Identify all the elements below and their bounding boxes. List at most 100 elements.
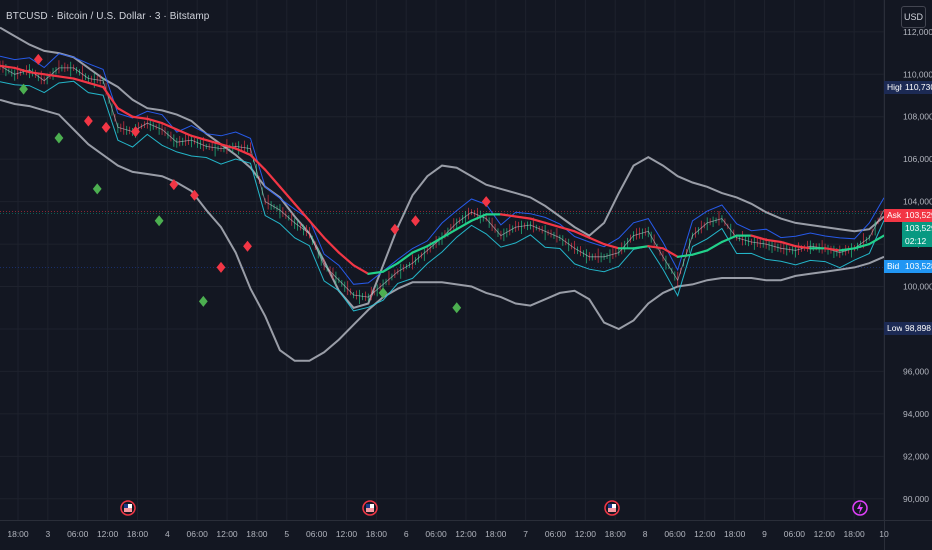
moving-average-segment	[573, 230, 591, 239]
event-markers	[120, 500, 868, 516]
inner-lower-band-line	[0, 80, 885, 312]
moving-average-segment	[352, 264, 370, 275]
moving-average-segment	[72, 77, 90, 84]
moving-average-segment	[131, 115, 149, 120]
x-tick-label: 18:00	[724, 529, 746, 539]
y-tick-label: 92,000	[903, 451, 929, 461]
high-value-tag: 110,730	[902, 81, 932, 94]
x-tick-label: 4	[165, 529, 170, 539]
x-tick-label: 18:00	[246, 529, 268, 539]
moving-average-segment	[396, 251, 414, 265]
currency-button[interactable]: USD	[901, 6, 926, 28]
x-tick-label: 18:00	[843, 529, 865, 539]
low-value-tag: 98,898	[902, 322, 932, 335]
y-tick-label: 108,000	[903, 112, 932, 122]
moving-average-segment	[691, 249, 709, 256]
moving-average-segment	[293, 202, 311, 222]
sell-signal-marker	[131, 126, 140, 138]
signal-markers	[19, 53, 491, 314]
flag-canton	[608, 504, 612, 508]
moving-average-segment	[234, 147, 252, 157]
moving-average-segment	[514, 215, 532, 220]
moving-average-segment	[249, 153, 267, 171]
buy-signal-marker	[452, 302, 462, 314]
flag-canton	[124, 504, 128, 508]
ask-value-tag: 103,529	[902, 209, 932, 222]
moving-average-segment	[823, 247, 841, 252]
moving-average-segment	[411, 245, 429, 254]
moving-average-segment	[455, 219, 473, 231]
moving-average-segment	[558, 226, 576, 233]
x-tick-label: 18:00	[485, 529, 507, 539]
chart-title: BTCUSD · Bitcoin / U.S. Dollar · 3 · Bit…	[6, 11, 210, 22]
moving-average-segment	[57, 75, 75, 80]
moving-average-segment	[381, 262, 399, 273]
x-tick-label: 18:00	[605, 529, 627, 539]
x-tick-label: 06:00	[545, 529, 567, 539]
moving-average-segment	[43, 73, 61, 78]
y-tick-label: 90,000	[903, 494, 929, 504]
x-tick-label: 18:00	[127, 529, 149, 539]
y-tick-label: 100,000	[903, 282, 932, 292]
buy-signal-marker	[54, 132, 64, 144]
moving-average-segment	[367, 270, 385, 275]
x-tick-label: 12:00	[814, 529, 836, 539]
bid-label-tag: Bid	[884, 260, 903, 273]
moving-average-segment	[28, 71, 46, 76]
moving-average-segment	[219, 143, 237, 150]
moving-average-segment	[750, 234, 768, 241]
moving-average-segment	[160, 122, 178, 131]
sell-signal-marker	[84, 115, 93, 127]
moving-average-segment	[175, 128, 193, 137]
moving-average-segment	[116, 107, 134, 118]
moving-average-segment	[676, 253, 694, 258]
moving-average-segment	[794, 245, 812, 250]
lightning-icon	[857, 502, 863, 514]
high-label-tag: High	[884, 81, 908, 94]
moving-average-segment	[146, 117, 164, 125]
y-tick-label: 112,000	[903, 27, 932, 37]
low-label-tag: Low	[884, 322, 906, 335]
moving-average-segment	[426, 236, 444, 248]
bid-value-tag: 103,528	[902, 260, 932, 273]
sell-signal-marker	[190, 189, 199, 201]
y-tick-label: 96,000	[903, 366, 929, 376]
moving-average-segment	[440, 228, 458, 239]
moving-average-segment	[632, 245, 650, 250]
moving-average	[0, 64, 886, 275]
sell-signal-marker	[33, 53, 43, 65]
moving-average-segment	[323, 236, 340, 254]
lower-band-line	[0, 98, 885, 362]
x-tick-label: 5	[284, 529, 289, 539]
x-tick-label: 12:00	[575, 529, 597, 539]
moving-average-segment	[529, 217, 547, 224]
moving-average-segment	[706, 240, 724, 252]
upper-band-line	[0, 26, 885, 309]
price-level-lines	[0, 211, 884, 268]
moving-average-segment	[278, 185, 296, 205]
moving-average-segment	[779, 240, 797, 248]
x-axis: 18:00 3 06:00 12:00 18:00 4 06:00 12:00 18:00 5 06…	[0, 520, 932, 539]
moving-average-segment	[544, 221, 561, 229]
x-tick-label: 7	[523, 529, 528, 539]
moving-average-segment	[720, 234, 738, 244]
moving-average-segment	[588, 236, 606, 246]
x-tick-label: 06:00	[425, 529, 447, 539]
x-tick-label: 18:00	[7, 529, 29, 539]
moving-average-segment	[102, 85, 119, 110]
y-tick-label: 110,000	[903, 69, 932, 79]
bar-countdown: 02:12	[902, 235, 932, 247]
x-tick-label: 12:00	[216, 529, 238, 539]
moving-average-segment	[308, 219, 326, 239]
y-tick-label: 106,000	[903, 154, 932, 164]
moving-average-segment	[13, 66, 31, 74]
x-tick-label: 06:00	[187, 529, 209, 539]
buy-signal-marker	[92, 183, 102, 195]
sell-signal-marker	[411, 215, 420, 227]
y-tick-label: 94,000	[903, 409, 929, 419]
moving-average-segment	[602, 242, 620, 250]
x-tick-label: 18:00	[366, 529, 388, 539]
sell-signal-marker	[390, 223, 400, 235]
chart-grid	[0, 0, 885, 520]
